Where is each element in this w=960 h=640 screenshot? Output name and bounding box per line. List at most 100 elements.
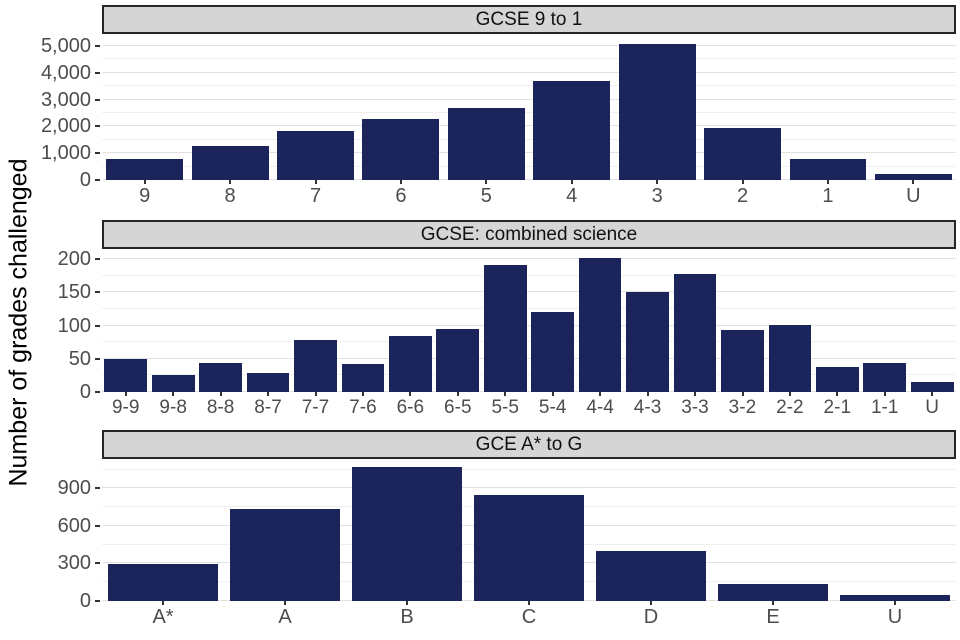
x-ticks bbox=[102, 180, 956, 185]
x-tick-label: 4-3 bbox=[633, 397, 662, 418]
bar-9-8 bbox=[151, 375, 195, 392]
x-tick-label: E bbox=[766, 606, 780, 628]
bar-3-3 bbox=[673, 274, 717, 392]
panel bbox=[102, 34, 956, 180]
y-tick-label: 0 bbox=[79, 169, 91, 191]
y-axis: 0 300 600 900 bbox=[38, 459, 102, 611]
bar-slot bbox=[834, 459, 956, 601]
y-tick-mark bbox=[95, 45, 100, 48]
x-ticks bbox=[102, 601, 956, 606]
x-tick-label: 5-4 bbox=[538, 397, 567, 418]
y-tick-mark bbox=[95, 291, 100, 294]
y-tick-mark bbox=[95, 152, 100, 155]
bar-slot bbox=[273, 34, 358, 180]
x-tick-mark bbox=[772, 601, 774, 605]
facet-title: GCSE: combined science bbox=[420, 223, 638, 245]
x-tick-mark bbox=[646, 392, 649, 396]
bar-slot bbox=[102, 249, 149, 392]
x-labels: A* A B C D E U bbox=[102, 606, 956, 630]
x-tick-label: 4 bbox=[566, 185, 578, 207]
bar-8-8 bbox=[199, 362, 242, 392]
x-tick-mark bbox=[172, 392, 175, 396]
bar-1-1 bbox=[863, 363, 907, 392]
gridline-minor bbox=[102, 112, 956, 114]
bar-slot bbox=[700, 34, 785, 180]
bar-slot bbox=[766, 249, 813, 392]
bar-slot bbox=[671, 249, 718, 392]
gridline-major bbox=[102, 179, 956, 180]
y-axis-title-column: Number of grades challenged bbox=[0, 5, 38, 640]
gridline-major bbox=[102, 45, 956, 47]
bar-slot bbox=[614, 34, 699, 180]
y-tick-mark bbox=[95, 357, 100, 360]
x-tick-label: 5 bbox=[480, 185, 492, 207]
gridline-minor bbox=[102, 138, 956, 140]
x-tick-label: 9-8 bbox=[159, 397, 187, 418]
bar-3-2 bbox=[721, 330, 764, 392]
bar-slot bbox=[590, 459, 712, 601]
x-tick-mark bbox=[741, 180, 744, 184]
bar-7-7 bbox=[294, 340, 337, 392]
x-tick-label: 9-9 bbox=[111, 397, 140, 418]
facet-strip: GCSE: combined science bbox=[102, 220, 956, 249]
x-tick-mark bbox=[551, 392, 554, 396]
gridline-minor bbox=[102, 468, 956, 470]
bar-4-3 bbox=[626, 292, 669, 392]
bar-slot bbox=[624, 249, 671, 392]
x-tick-label: 1-1 bbox=[870, 397, 899, 418]
bar-9 bbox=[106, 158, 184, 180]
x-tick-mark bbox=[219, 392, 222, 396]
x-tick-mark bbox=[485, 180, 488, 184]
y-tick-label: 300 bbox=[57, 552, 91, 575]
y-tick-label: 4,000 bbox=[40, 61, 91, 84]
facet-title: GCSE 9 to 1 bbox=[475, 8, 583, 30]
bar-7-6 bbox=[341, 364, 385, 392]
x-tick-label: 2-2 bbox=[776, 397, 804, 418]
bar-slot bbox=[434, 249, 481, 392]
facet-gcse-9-to-1: GCSE 9 to 1 0 1,000 2,000 3,000 4,000 5,000 9… bbox=[38, 5, 956, 209]
bar-group bbox=[102, 249, 956, 392]
bar-slot bbox=[292, 249, 339, 392]
y-tick-label: 0 bbox=[79, 381, 91, 403]
x-tick-mark bbox=[361, 392, 364, 396]
x-tick-mark bbox=[314, 180, 317, 184]
x-tick-mark bbox=[284, 601, 286, 605]
x-tick-label: 7-6 bbox=[349, 397, 377, 418]
facet-stack: GCSE 9 to 1 0 1,000 2,000 3,000 4,000 5,000 9… bbox=[38, 5, 956, 640]
x-tick-mark bbox=[267, 392, 270, 396]
facet-strip: GCE A* to G bbox=[102, 430, 956, 459]
y-tick-mark bbox=[95, 179, 100, 181]
bar-slot bbox=[149, 249, 196, 392]
y-tick-label: 5,000 bbox=[40, 35, 91, 58]
x-tick-mark bbox=[826, 180, 829, 184]
x-tick-label: U bbox=[906, 185, 921, 207]
plot-row: 0 1,000 2,000 3,000 4,000 5,000 bbox=[38, 34, 956, 190]
y-tick-label: 2,000 bbox=[40, 115, 91, 138]
bar-5-4 bbox=[531, 312, 574, 392]
x-tick-label: 2 bbox=[736, 185, 749, 207]
panel bbox=[102, 459, 956, 601]
bar-slot bbox=[468, 459, 590, 601]
x-tick-label: 1 bbox=[822, 185, 834, 207]
y-tick-label: 3,000 bbox=[40, 88, 91, 111]
bar-6-5 bbox=[436, 328, 480, 392]
gridline-major bbox=[102, 98, 956, 100]
gridline-major bbox=[102, 487, 956, 489]
y-tick-label: 50 bbox=[68, 347, 91, 370]
x-tick-mark bbox=[504, 392, 507, 396]
bar-slot bbox=[908, 249, 955, 392]
gridline-minor bbox=[102, 341, 956, 343]
x-tick-label: 4-4 bbox=[586, 397, 614, 418]
x-tick-mark bbox=[836, 392, 839, 396]
bar-A* bbox=[108, 564, 218, 601]
x-labels: 9 8 7 6 5 4 3 2 1 U bbox=[102, 185, 956, 209]
x-tick-mark bbox=[694, 392, 697, 396]
bar-4 bbox=[533, 80, 611, 180]
bar-U bbox=[874, 174, 952, 180]
x-tick-mark bbox=[570, 180, 573, 184]
x-tick-mark bbox=[656, 180, 659, 184]
bar-slot bbox=[224, 459, 346, 601]
x-tick-mark bbox=[894, 601, 896, 605]
x-tick-mark bbox=[788, 392, 791, 396]
